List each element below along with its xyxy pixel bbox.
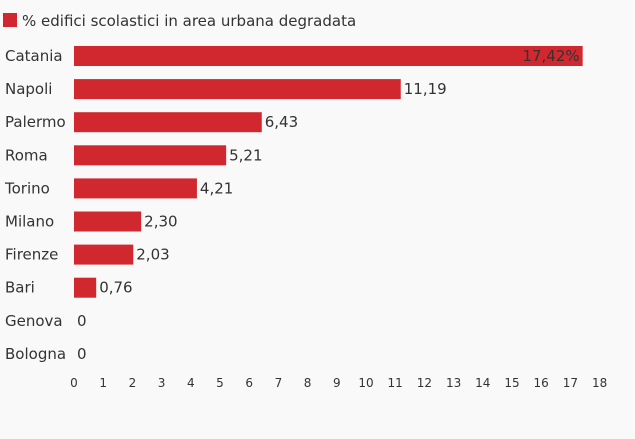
- legend-label: % edifici scolastici in area urbana degr…: [22, 12, 356, 30]
- category-label: Firenze: [5, 246, 58, 264]
- value-label: 6,43: [265, 113, 298, 131]
- category-label: Torino: [4, 179, 50, 197]
- category-label: Napoli: [5, 80, 52, 98]
- bars: [74, 46, 583, 298]
- value-label: 11,19: [404, 80, 447, 98]
- value-label: 0: [77, 345, 87, 363]
- value-label: 2,30: [144, 213, 177, 231]
- x-tick-label: 13: [446, 376, 461, 390]
- bar: [74, 112, 262, 133]
- x-tick-label: 18: [592, 376, 607, 390]
- x-tick-label: 10: [358, 376, 373, 390]
- bar: [74, 46, 583, 66]
- x-tick-label: 16: [534, 376, 549, 390]
- bar: [74, 178, 197, 199]
- x-tick-label: 6: [245, 376, 253, 390]
- value-label: 5,21: [229, 146, 262, 164]
- bar: [74, 211, 142, 232]
- x-axis-ticks: 0 1 2 3 4 5 6 7 8 9 10 11 12 13 14 15 16 17 18: [70, 376, 607, 390]
- x-tick-label: 7: [275, 376, 283, 390]
- x-tick-label: 17: [563, 376, 578, 390]
- value-label: 2,03: [136, 246, 169, 264]
- category-label: Roma: [5, 146, 48, 164]
- value-labels: 17,42% 11,19 6,435,21 4,21 2,30 2,030,76 0 0: [77, 47, 580, 363]
- x-tick-label: 15: [504, 376, 519, 390]
- x-tick-label: 2: [129, 376, 137, 390]
- bar: [74, 79, 401, 100]
- bar: [74, 277, 97, 298]
- bar: [74, 244, 134, 265]
- legend: % edifici scolastici in area urbana degr…: [3, 12, 356, 30]
- x-tick-label: 5: [216, 376, 224, 390]
- category-label: Genova: [5, 312, 63, 330]
- category-label: Bologna: [5, 345, 66, 363]
- category-label: Palermo: [5, 113, 66, 131]
- bar: [74, 145, 227, 166]
- value-label: 17,42%: [522, 47, 579, 65]
- category-label: Bari: [5, 279, 35, 297]
- x-tick-label: 14: [475, 376, 490, 390]
- legend-swatch: [3, 13, 17, 27]
- x-tick-label: 8: [304, 376, 312, 390]
- value-label: 0: [77, 312, 87, 330]
- x-tick-label: 11: [388, 376, 403, 390]
- x-tick-label: 3: [158, 376, 166, 390]
- x-tick-label: 9: [333, 376, 341, 390]
- category-label: Catania: [5, 47, 63, 65]
- x-tick-label: 1: [99, 376, 107, 390]
- value-label: 0,76: [99, 279, 132, 297]
- category-label: Milano: [5, 213, 54, 231]
- category-labels: Catania Napoli Palermo Roma Torino Milano Fire…: [4, 47, 66, 363]
- value-label: 4,21: [200, 179, 233, 197]
- x-tick-label: 4: [187, 376, 195, 390]
- x-tick-label: 12: [417, 376, 432, 390]
- x-tick-label: 0: [70, 376, 78, 390]
